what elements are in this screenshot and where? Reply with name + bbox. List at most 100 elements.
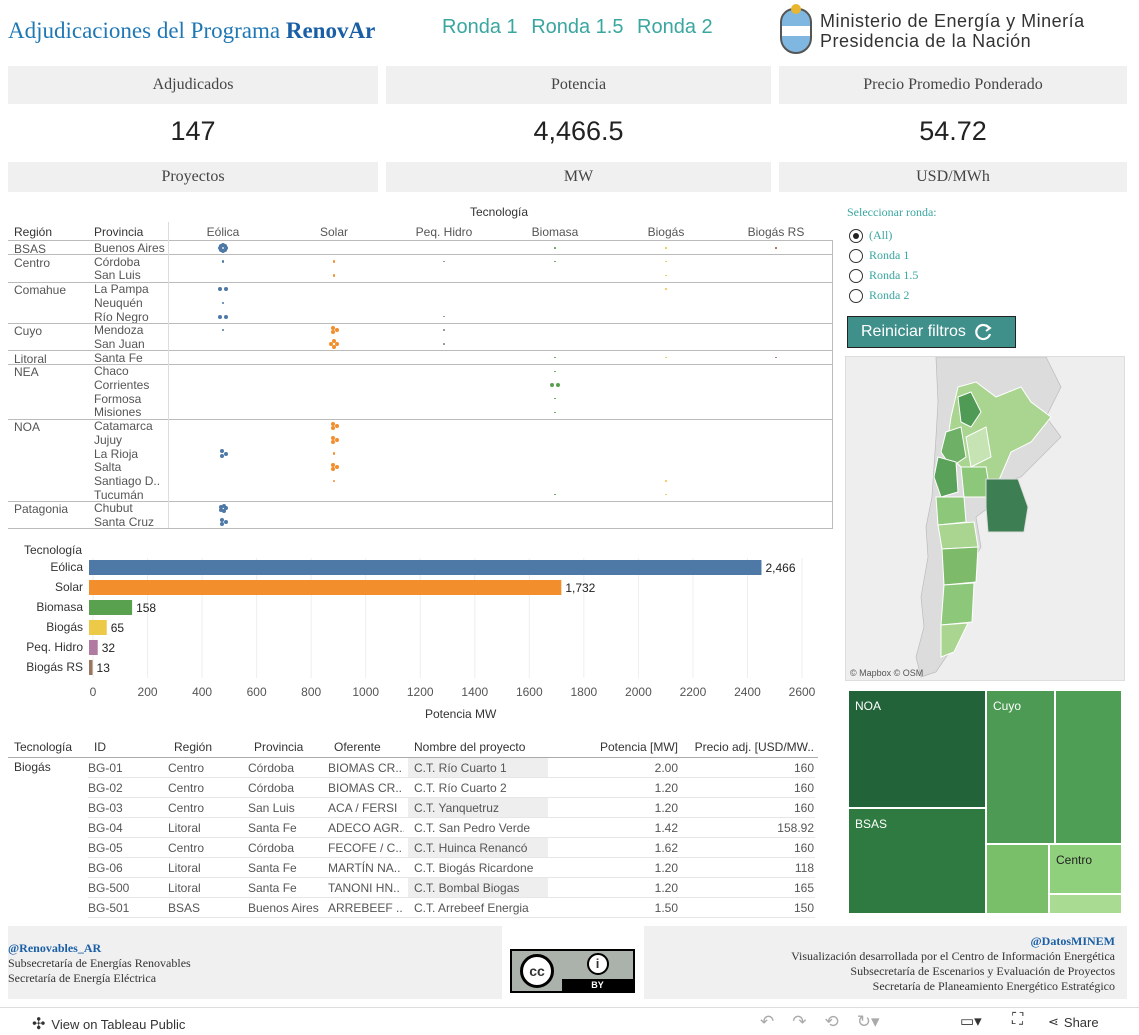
matrix-dot[interactable]: [219, 247, 224, 252]
matrix-province-label[interactable]: Santa Fe: [94, 350, 143, 365]
matrix-dot[interactable]: [665, 247, 667, 249]
ronda-radio-option[interactable]: Ronda 2: [849, 288, 937, 303]
matrix-dot[interactable]: [330, 435, 335, 440]
table-row[interactable]: BG-500 Litoral Santa Fe TANONI HN.. C.T. Bom…: [88, 878, 815, 898]
matrix-dot[interactable]: [332, 339, 336, 344]
ronda-link-1-5[interactable]: Ronda 1.5: [531, 16, 624, 38]
table-row[interactable]: BG-01 Centro Córdoba BIOMAS CR.. C.T. Río Cu…: [88, 758, 815, 778]
matrix-dot[interactable]: [334, 437, 339, 442]
matrix-dot[interactable]: [330, 462, 335, 467]
treemap-cell-bsas[interactable]: BSAS: [848, 808, 986, 914]
treemap-cell[interactable]: [1049, 894, 1122, 914]
matrix-dot[interactable]: [330, 440, 335, 445]
matrix-province-label[interactable]: Chaco: [94, 364, 129, 379]
matrix-dot[interactable]: [223, 287, 228, 292]
share-button[interactable]: ⋖ Share: [1048, 1014, 1099, 1030]
matrix-dot[interactable]: [223, 520, 228, 524]
matrix-province-label[interactable]: La Pampa: [94, 282, 149, 297]
matrix-dot[interactable]: [775, 247, 777, 249]
bar[interactable]: [89, 600, 133, 615]
matrix-dot[interactable]: [443, 343, 445, 345]
table-header[interactable]: Precio adj. [USD/MW..: [694, 740, 814, 754]
download-icon[interactable]: ▭▾: [960, 1013, 982, 1030]
matrix-dot[interactable]: [219, 522, 224, 527]
bar[interactable]: [89, 660, 93, 675]
radio-circle[interactable]: [849, 228, 863, 243]
table-header[interactable]: ID: [94, 740, 106, 754]
matrix-dot[interactable]: [223, 314, 228, 319]
matrix-dot[interactable]: [665, 260, 667, 263]
matrix-province-label[interactable]: Salta: [94, 460, 122, 475]
bar[interactable]: [89, 580, 562, 595]
ronda-link-2[interactable]: Ronda 2: [637, 16, 713, 38]
matrix-dot[interactable]: [554, 411, 556, 414]
matrix-province-label[interactable]: Río Negro: [94, 309, 149, 324]
matrix-dot[interactable]: [332, 274, 336, 277]
table-header[interactable]: Oferente: [334, 740, 381, 754]
bar[interactable]: [89, 560, 762, 575]
matrix-dot[interactable]: [223, 451, 228, 456]
radio-circle[interactable]: [849, 248, 863, 263]
table-header[interactable]: Región: [174, 740, 213, 754]
matrix-province-label[interactable]: La Rioja: [94, 446, 139, 461]
matrix-dot[interactable]: [332, 479, 336, 483]
matrix-dot[interactable]: [218, 507, 223, 512]
matrix-dot[interactable]: [330, 325, 335, 330]
table-header[interactable]: Provincia: [254, 740, 304, 754]
matrix-province-label[interactable]: Misiones: [94, 405, 142, 420]
table-header[interactable]: Tecnología: [14, 740, 73, 754]
matrix-province-label[interactable]: Santiago D..: [94, 473, 161, 488]
matrix-dot[interactable]: [330, 467, 335, 472]
matrix-dot[interactable]: [332, 452, 336, 455]
matrix-dot[interactable]: [221, 301, 225, 305]
argentina-map[interactable]: © Mapbox © OSM: [845, 356, 1125, 681]
matrix-dot[interactable]: [554, 356, 556, 359]
matrix-dot[interactable]: [550, 383, 555, 387]
matrix-dot[interactable]: [665, 356, 667, 359]
table-row[interactable]: BG-04 Litoral Santa Fe ADECO AGR.. C.T. San …: [88, 818, 815, 838]
redo-icon[interactable]: ↷: [792, 1012, 807, 1031]
treemap-cell-noa[interactable]: NOA: [848, 690, 986, 808]
matrix-province-label[interactable]: Tucumán: [94, 487, 144, 502]
matrix-dot[interactable]: [218, 504, 223, 509]
matrix-province-label[interactable]: Córdoba: [94, 254, 141, 269]
matrix-province-label[interactable]: Jujuy: [94, 432, 123, 447]
map-attribution-mapbox[interactable]: © Mapbox: [850, 668, 892, 678]
matrix-dot[interactable]: [334, 424, 339, 429]
matrix-dot[interactable]: [775, 356, 777, 359]
table-row[interactable]: BG-501 BSAS Buenos Aires ARREBEEF .. C.T. Ar…: [88, 898, 815, 918]
matrix-province-label[interactable]: San Juan: [94, 336, 145, 351]
table-header[interactable]: Nombre del proyecto: [414, 740, 526, 754]
matrix-province-label[interactable]: Santa Cruz: [94, 515, 155, 529]
matrix-province-label[interactable]: Buenos Aires: [94, 241, 165, 255]
matrix-dot[interactable]: [219, 517, 224, 522]
treemap-cell[interactable]: [986, 844, 1049, 914]
matrix-dot[interactable]: [665, 493, 667, 496]
matrix-dot[interactable]: [334, 465, 339, 470]
matrix-dot[interactable]: [330, 421, 335, 426]
matrix-province-label[interactable]: Catamarca: [94, 419, 153, 434]
matrix-dot[interactable]: [554, 370, 556, 373]
bar[interactable]: [89, 640, 98, 655]
matrix-dot[interactable]: [218, 314, 223, 319]
radio-circle[interactable]: [849, 268, 863, 283]
table-header[interactable]: Potencia [MW]: [599, 740, 678, 754]
matrix-province-label[interactable]: Chubut: [94, 501, 133, 516]
matrix-dot[interactable]: [334, 341, 339, 346]
twitter-renovables-link[interactable]: @Renovables_AR: [8, 941, 102, 955]
matrix-dot[interactable]: [554, 260, 556, 263]
ronda-radio-option[interactable]: Ronda 1.5: [849, 268, 937, 283]
treemap-cell-centro[interactable]: Centro: [1049, 844, 1122, 894]
map-attribution-osm[interactable]: © OSM: [893, 668, 924, 678]
matrix-dot[interactable]: [330, 426, 335, 431]
ronda-radio-option[interactable]: (All): [849, 228, 937, 243]
treemap-cell[interactable]: [1055, 690, 1122, 844]
matrix-dot[interactable]: [554, 493, 556, 496]
matrix-dot[interactable]: [665, 288, 667, 290]
radio-circle[interactable]: [849, 288, 863, 303]
matrix-dot[interactable]: [221, 503, 226, 508]
matrix-dot[interactable]: [330, 330, 335, 335]
view-on-tableau-link[interactable]: ✣ View on Tableau Public: [32, 1014, 185, 1034]
matrix-province-label[interactable]: Neuquén: [94, 295, 143, 310]
matrix-dot[interactable]: [443, 315, 445, 318]
